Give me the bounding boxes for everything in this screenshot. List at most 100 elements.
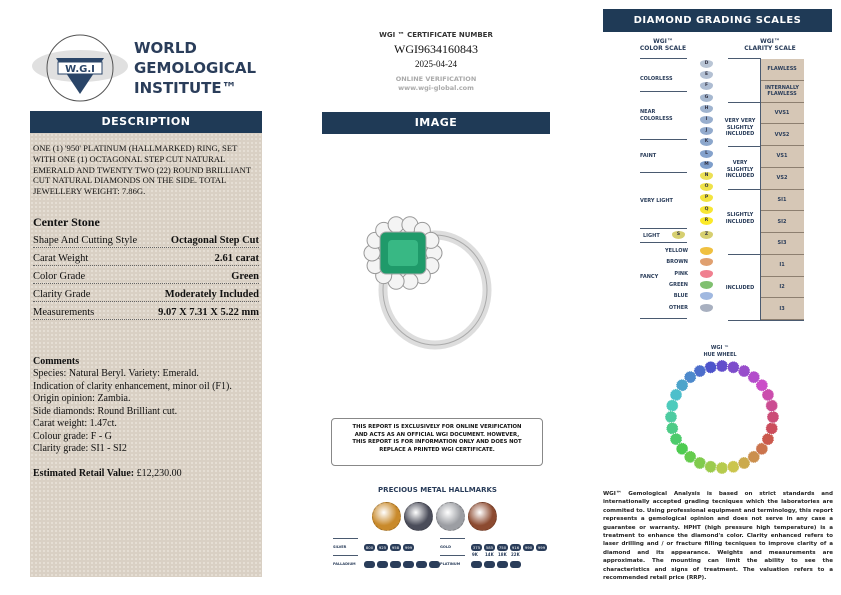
hue-dot — [765, 421, 779, 435]
hue-dot — [765, 399, 779, 413]
hallmark-stamp — [484, 561, 495, 568]
fancy-color-label: OTHER — [668, 304, 688, 311]
fancy-color-label: BROWN — [666, 259, 688, 266]
hue-dot — [737, 456, 751, 470]
hue-dot — [737, 364, 751, 378]
spec-label: Carat Weight — [33, 252, 89, 264]
clarity-grade-cell: I2 — [760, 276, 804, 299]
svg-text:W.G.I: W.G.I — [65, 64, 95, 75]
hallmark-stamp — [497, 561, 508, 568]
hallmark-row-label: PLATINUM — [440, 562, 461, 566]
clarity-group-label: VERY VERY SLIGHTLY INCLUDED — [724, 118, 756, 137]
color-grade-diamond-L: L — [700, 149, 713, 158]
center-stone-title: Center Stone — [33, 214, 100, 229]
hue-dot — [755, 442, 769, 456]
hue-dot — [704, 360, 718, 374]
clarity-rule — [728, 320, 804, 321]
comment-line: Side diamonds: Round Brilliant cut. — [33, 405, 178, 417]
hue-dot — [747, 450, 761, 464]
image-header: IMAGE — [322, 112, 550, 134]
karat-label: 22K — [511, 552, 520, 557]
clarity-group-label: SLIGHTLY INCLUDED — [725, 212, 755, 225]
spec-value: Octagonal Step Cut — [170, 234, 259, 246]
comment-line: Species: Natural Beryl. Variety: Emerald… — [33, 368, 199, 380]
hue-dot — [755, 378, 769, 392]
fancy-color-label: PINK — [674, 270, 688, 277]
color-scale-rule — [640, 139, 687, 140]
color-scale-title-2: COLOR SCALE — [639, 45, 687, 52]
hallmark-stamp: 585 — [484, 544, 495, 551]
clarity-rule — [728, 102, 760, 103]
clarity-grade-cell: INTERNALLY FLAWLESS — [760, 80, 804, 103]
clarity-group-label: INCLUDED — [725, 285, 755, 291]
hallmark-stamp — [429, 561, 440, 568]
spec-value: Moderately Included — [164, 288, 259, 300]
logo-line-3: INSTITUTE™ — [134, 79, 237, 97]
hue-wheel — [664, 359, 780, 475]
clarity-rule — [728, 254, 760, 255]
karat-label: 9K — [472, 552, 478, 557]
certificate-number-label: WGI ™ CERTIFICATE NUMBER — [379, 31, 493, 39]
hue-dot — [761, 432, 775, 446]
description-text: ONE (1) '950' PLATINUM (HALLMARKED) RING… — [33, 143, 251, 197]
color-scale-rule — [640, 58, 687, 59]
hallmark-stamp — [364, 561, 375, 568]
clarity-rule — [728, 58, 760, 59]
spec-value: 2.61 carat — [214, 252, 259, 264]
color-grade-diamond-J: J — [700, 127, 713, 136]
hallmark-stamp — [510, 561, 521, 568]
spec-row: Clarity Grade Moderately Included — [33, 284, 259, 302]
color-scale-rule — [640, 91, 687, 92]
color-group-label: LIGHT — [643, 233, 660, 239]
hallmark-rule — [440, 555, 465, 556]
color-scale-title-1: WGI™ — [653, 38, 673, 45]
hallmark-row-label: PALLADIUM — [333, 562, 356, 566]
verification-url[interactable]: www.wgi-global.com — [398, 84, 474, 92]
comments-title: Comments — [33, 355, 80, 367]
comment-line: Indication of clarity enhancement, minor… — [33, 380, 232, 392]
wgi-seal-icon: W.G.I — [32, 34, 128, 102]
hallmark-medal — [436, 502, 465, 531]
hue-dot — [664, 410, 678, 424]
comment-line: Clarity grade: SI1 - SI2 — [33, 443, 127, 455]
online-verification-label: ONLINE VERIFICATION — [395, 75, 477, 83]
hue-dot — [693, 456, 707, 470]
clarity-scale-title-2: CLARITY SCALE — [744, 45, 796, 52]
comment-line: Carat weight: 1.47ct. — [33, 418, 117, 430]
hue-wheel-title-2: HUE WHEEL — [703, 351, 737, 358]
hue-dot — [761, 388, 775, 402]
hallmark-medal — [372, 502, 401, 531]
hue-dot — [683, 370, 697, 384]
hallmark-stamp — [416, 561, 427, 568]
comment-line: Origin opinion: Zambia. — [33, 393, 131, 405]
hue-dot — [665, 399, 679, 413]
fancy-color-label: GREEN — [669, 281, 688, 288]
fancy-diamond — [700, 280, 713, 289]
hue-wheel-title-1: WGI ™ — [710, 345, 730, 351]
hue-dot — [669, 432, 683, 446]
color-grade-diamond-P: P — [700, 194, 713, 203]
ring-image — [363, 216, 492, 350]
light-diamond-S: S — [672, 231, 685, 239]
clarity-grade-cell: FLAWLESS — [760, 59, 804, 81]
description-panel: ONE (1) '950' PLATINUM (HALLMARKED) RING… — [30, 133, 262, 577]
hallmark-rule — [333, 538, 358, 539]
grading-scales-header: DIAMOND GRADING SCALES — [603, 9, 832, 32]
hallmark-stamp: 375 — [471, 544, 482, 551]
hue-dot — [766, 410, 780, 424]
grading-disclaimer: WGI™ Gemological Analysis is based on st… — [603, 491, 833, 582]
spec-value: 9.07 X 7.31 X 5.22 mm — [158, 306, 259, 318]
color-grade-diamond-K: K — [700, 138, 713, 147]
fancy-diamond — [700, 292, 713, 301]
hue-dot — [747, 370, 761, 384]
description-header: DESCRIPTION — [30, 111, 262, 133]
color-grade-diamond-I: I — [700, 116, 713, 124]
karat-label: 18K — [498, 552, 507, 557]
hue-dot — [726, 460, 740, 474]
spec-label: Measurements — [33, 306, 95, 318]
fancy-diamond — [700, 258, 713, 267]
clarity-grade-cell: SI3 — [760, 233, 804, 255]
hallmark-stamp: 925 — [377, 544, 388, 551]
hue-dot — [669, 388, 683, 402]
hallmark-stamp: 916 — [510, 544, 521, 551]
